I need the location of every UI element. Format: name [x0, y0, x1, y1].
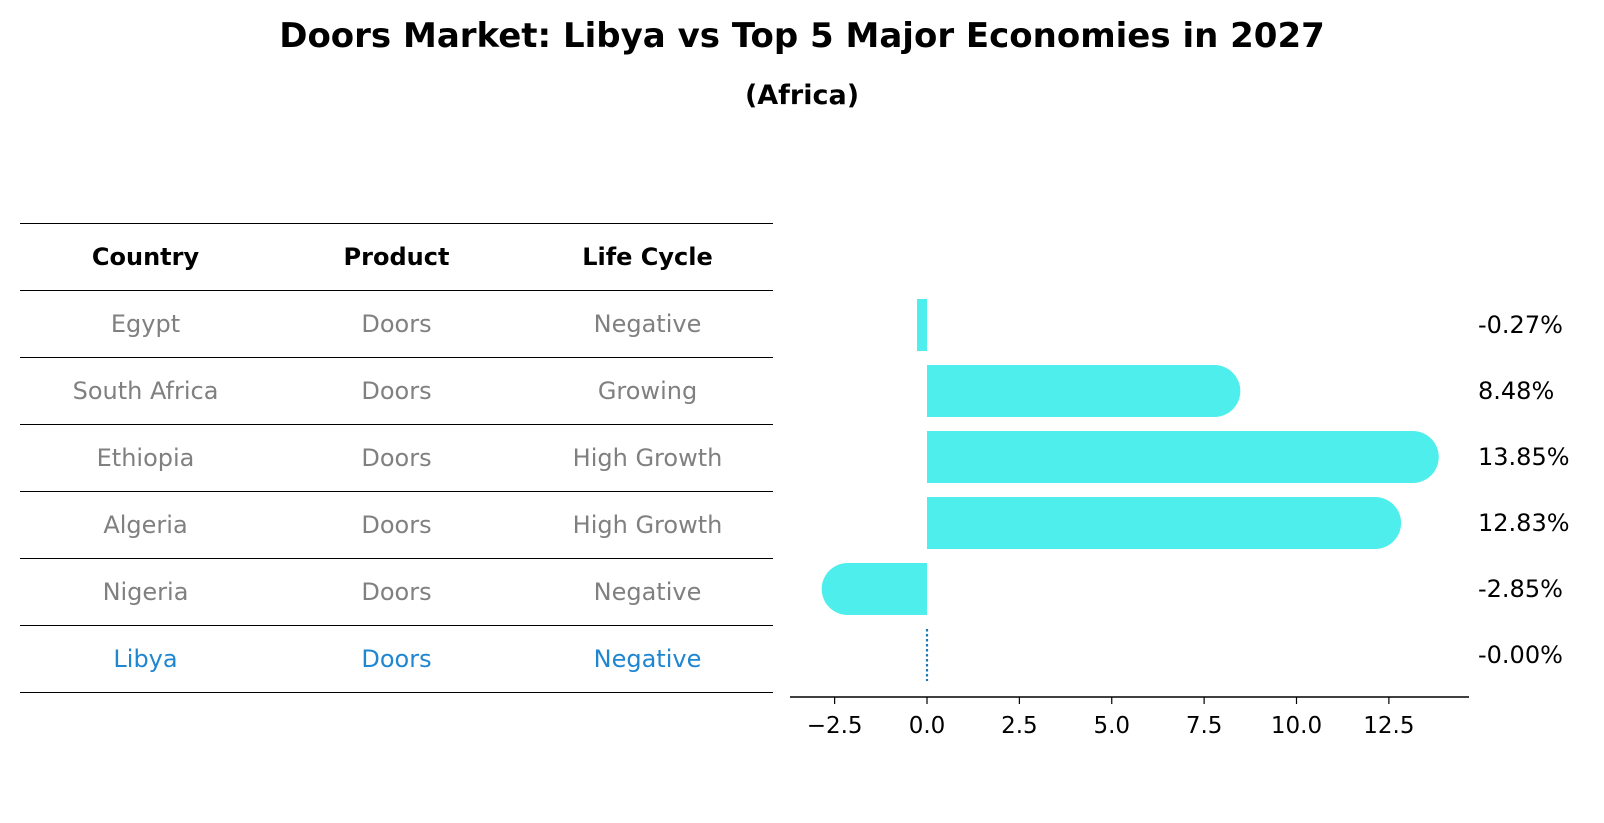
- x-tick-label: −2.5: [807, 713, 863, 739]
- x-tick-label: 12.5: [1363, 713, 1414, 739]
- cell-country: Egypt: [20, 290, 271, 358]
- cell-life-cycle: Negative: [522, 558, 773, 626]
- header-product: Product: [271, 223, 522, 291]
- cell-country: Algeria: [20, 491, 271, 559]
- table-row: Egypt Doors Negative: [20, 290, 773, 358]
- table-row: South Africa Doors Growing: [20, 357, 773, 425]
- bar-value-label: -2.85%: [1478, 575, 1563, 603]
- bar-value-label: 8.48%: [1478, 377, 1554, 405]
- table-row: Nigeria Doors Negative: [20, 558, 773, 626]
- cell-product: Doors: [271, 491, 522, 559]
- cell-life-cycle: Negative: [522, 290, 773, 358]
- bar-value-label: 12.83%: [1478, 509, 1570, 537]
- cell-product: Doors: [271, 558, 522, 626]
- cell-product: Doors: [271, 290, 522, 358]
- table-row: Algeria Doors High Growth: [20, 491, 773, 559]
- x-tick-label: 2.5: [1001, 713, 1038, 739]
- table-row-highlighted: Libya Doors Negative: [20, 625, 773, 693]
- table-header-row: Country Product Life Cycle: [20, 223, 773, 291]
- bar: [927, 365, 1241, 417]
- x-tick-label: 7.5: [1186, 713, 1223, 739]
- bar: [917, 299, 927, 351]
- cell-life-cycle: Negative: [522, 625, 773, 693]
- header-country: Country: [20, 223, 271, 291]
- bar: [927, 497, 1402, 549]
- cell-product: Doors: [271, 357, 522, 425]
- cell-country: Ethiopia: [20, 424, 271, 492]
- cell-product: Doors: [271, 625, 522, 693]
- cell-life-cycle: High Growth: [522, 424, 773, 492]
- x-tick-label: 5.0: [1093, 713, 1130, 739]
- chart-subtitle: (Africa): [744, 80, 860, 111]
- cell-life-cycle: High Growth: [522, 491, 773, 559]
- cell-country: Nigeria: [20, 558, 271, 626]
- x-tick-label: 0.0: [909, 713, 946, 739]
- cell-life-cycle: Growing: [522, 357, 773, 425]
- cell-product: Doors: [271, 424, 522, 492]
- header-life-cycle: Life Cycle: [522, 223, 773, 291]
- cell-country: Libya: [20, 625, 271, 693]
- bar: [927, 431, 1439, 483]
- country-table: Country Product Life Cycle Egypt Doors N…: [20, 223, 773, 693]
- table-row: Ethiopia Doors High Growth: [20, 424, 773, 492]
- cell-country: South Africa: [20, 357, 271, 425]
- bar-value-label: -0.00%: [1478, 641, 1563, 669]
- bar-value-label: -0.27%: [1478, 311, 1563, 339]
- bar-value-label: 13.85%: [1478, 443, 1570, 471]
- bar: [821, 563, 927, 615]
- chart-title: Doors Market: Libya vs Top 5 Major Econo…: [279, 16, 1325, 56]
- x-tick-label: 10.0: [1271, 713, 1322, 739]
